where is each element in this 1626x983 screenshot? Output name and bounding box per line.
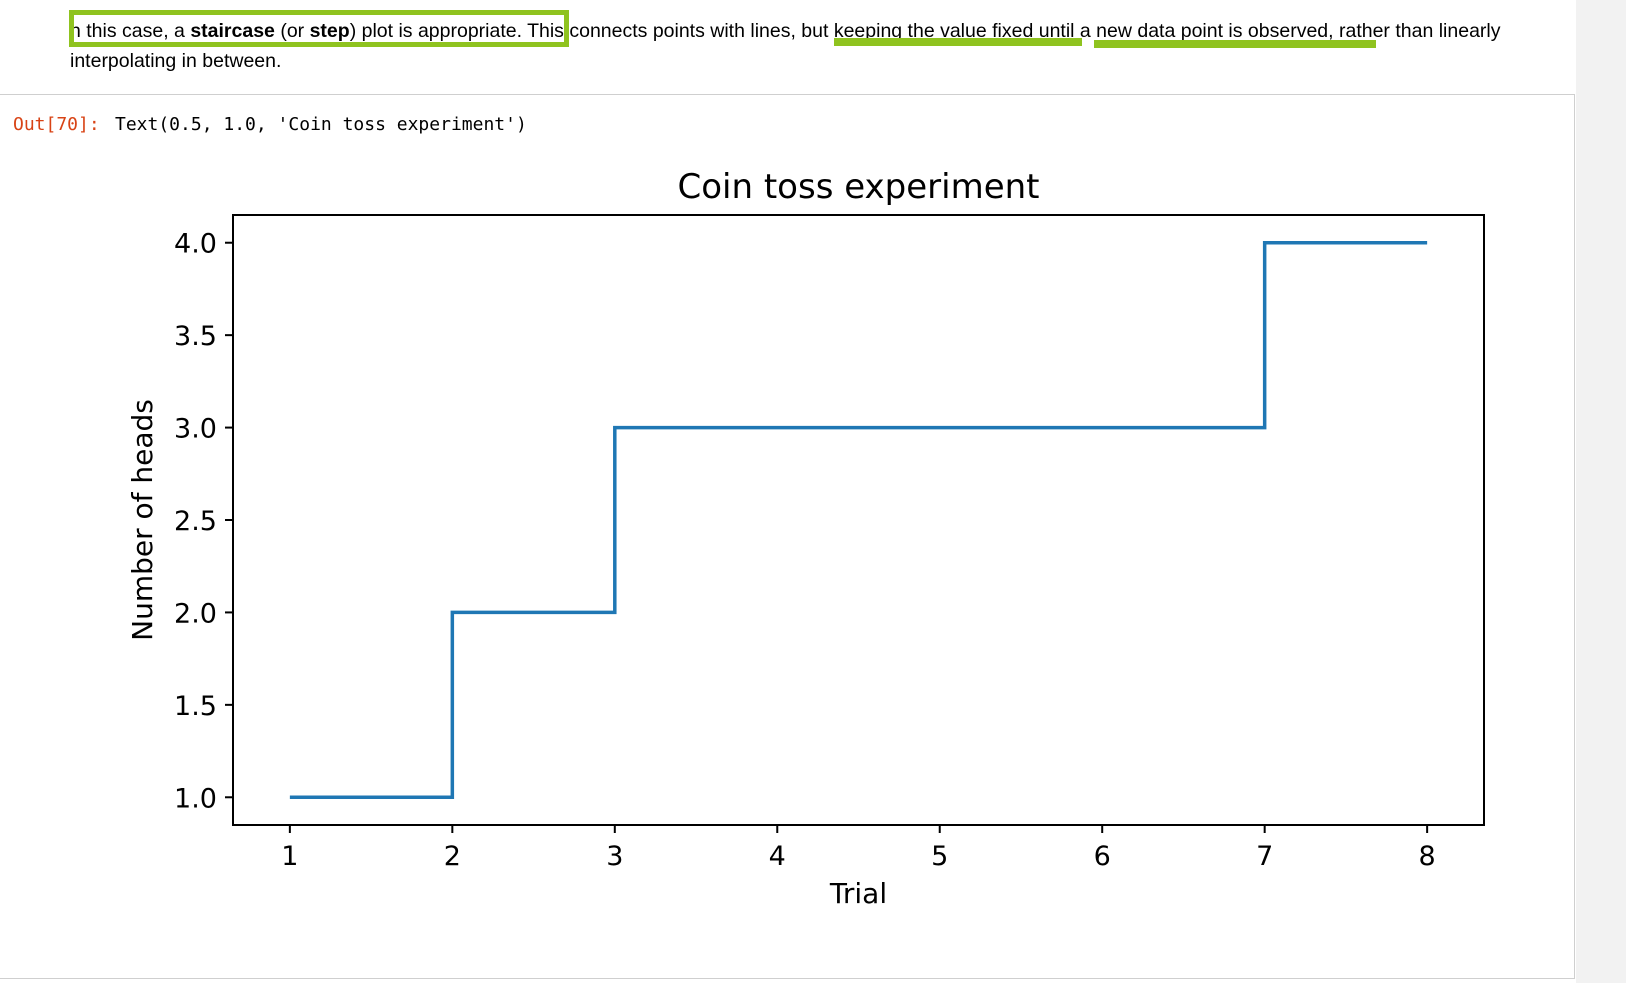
x-tick-label: 7 (1256, 841, 1273, 872)
markdown-cell: n this case, a staircase (or step) plot … (0, 0, 1626, 92)
chart-title: Coin toss experiment (678, 167, 1040, 207)
output-text: Text(0.5, 1.0, 'Coin toss experiment') (115, 114, 527, 135)
y-tick-label: 3.5 (174, 321, 217, 352)
md-text-segment: (or (274, 20, 310, 42)
md-bold-staircase: staircase (190, 20, 275, 42)
highlight-box (69, 10, 569, 47)
y-tick-label: 2.0 (174, 598, 217, 629)
series-line (289, 240, 1428, 800)
y-tick-label: 3.0 (174, 414, 217, 445)
x-tick-label: 4 (769, 841, 786, 872)
x-tick-label: 8 (1419, 841, 1436, 872)
md-bold-step: step (309, 20, 350, 42)
x-tick-label: 1 (281, 841, 298, 872)
md-text-segment: This connects points with lines, but kee… (70, 20, 1501, 72)
y-axis-label: Number of heads (126, 399, 159, 641)
y-tick-label: 4.0 (174, 229, 217, 260)
plot-frame (232, 214, 1485, 826)
x-axis-label: Trial (829, 877, 887, 910)
markdown-paragraph: n this case, a staircase (or step) plot … (70, 16, 1550, 76)
x-tick-label: 2 (444, 841, 461, 872)
x-tick-label: 3 (606, 841, 623, 872)
highlight-underline (1094, 40, 1376, 48)
y-tick-label: 1.5 (174, 691, 217, 722)
highlight-underline (834, 38, 1082, 46)
y-tick-label: 1.0 (174, 783, 217, 814)
y-tick-label: 2.5 (174, 506, 217, 537)
axis-ticks: 1 2 3 4 5 6 7 8 1.0 1.5 2.0 2.5 3.0 3.5 4.0 (174, 229, 1436, 872)
md-text-segment: n this case, a (70, 20, 191, 42)
output-prompt: Out[70]: (13, 114, 100, 135)
x-tick-label: 6 (1094, 841, 1111, 872)
scrollbar-track[interactable] (1576, 0, 1626, 983)
x-tick-label: 5 (931, 841, 948, 872)
md-text-segment: ) plot is appropriate. (349, 20, 528, 42)
